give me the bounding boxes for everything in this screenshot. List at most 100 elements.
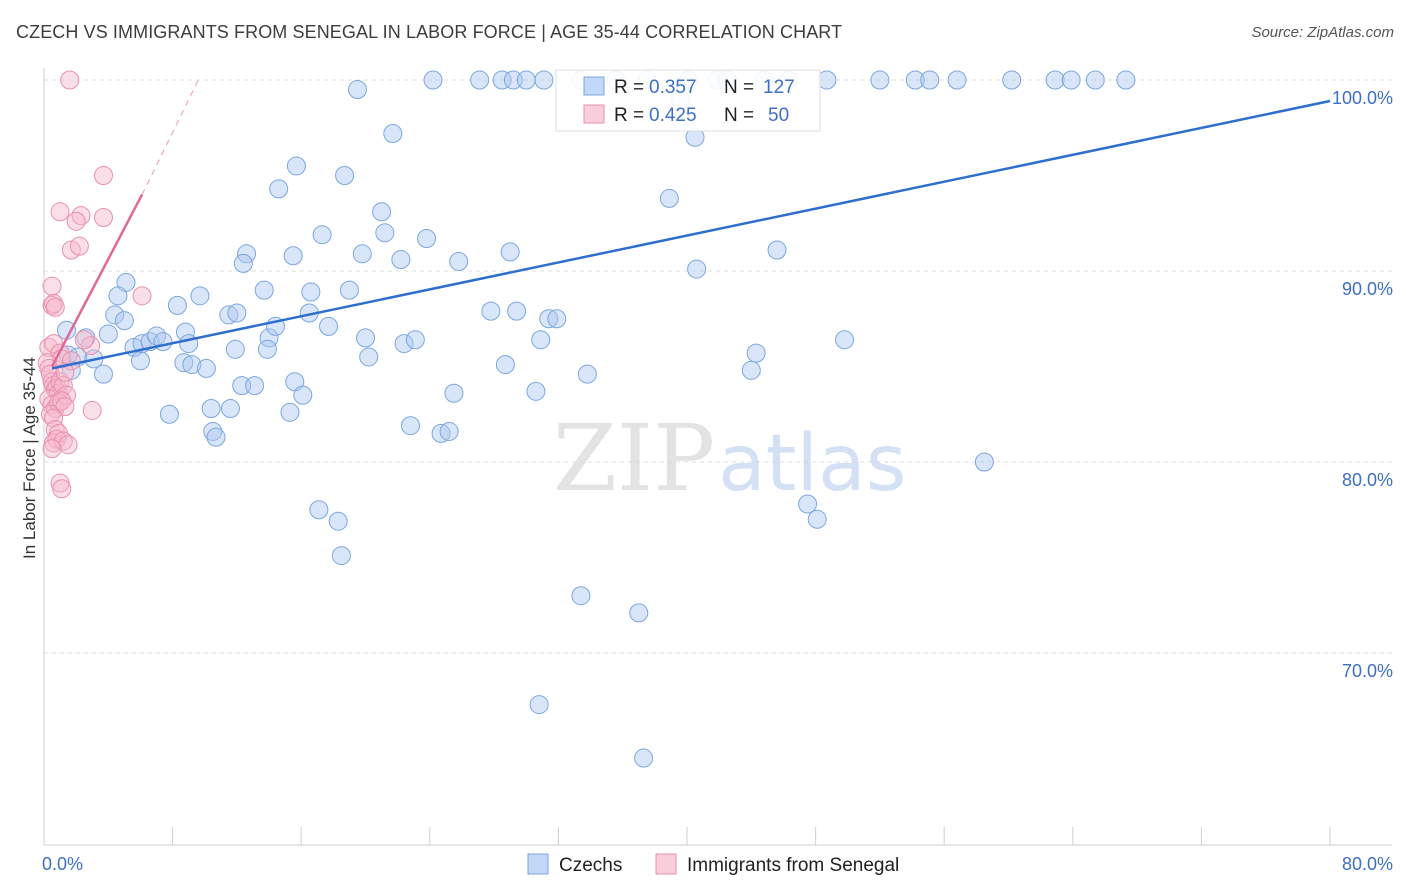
data-point	[312, 225, 332, 245]
data-point	[687, 259, 707, 279]
bottom-legend-label: Czechs	[559, 855, 622, 876]
y-tick-label: 70.0%	[1342, 661, 1393, 681]
data-point	[60, 70, 80, 90]
data-point	[66, 211, 86, 231]
data-point	[42, 276, 62, 296]
data-point	[69, 236, 89, 256]
data-point	[507, 301, 527, 321]
data-point	[47, 429, 67, 449]
data-point	[74, 330, 94, 350]
data-point	[203, 421, 223, 441]
data-point	[182, 355, 202, 375]
data-point	[42, 439, 62, 459]
bottom-legend-swatch	[527, 853, 549, 875]
chart-title: CZECH VS IMMIGRANTS FROM SENEGAL IN LABO…	[16, 22, 843, 42]
bottom-legend-swatch	[655, 853, 677, 875]
data-point	[52, 479, 72, 499]
data-point	[227, 303, 247, 323]
data-point	[132, 286, 152, 306]
data-point	[257, 339, 277, 359]
series-points	[37, 70, 1136, 768]
data-point	[1061, 70, 1081, 90]
data-point	[1002, 70, 1022, 90]
data-point	[201, 399, 221, 419]
legend-r-label: R =	[614, 105, 644, 126]
data-point	[539, 309, 559, 329]
data-point	[905, 70, 925, 90]
legend-n-value: 50	[768, 105, 789, 126]
data-point	[405, 330, 425, 350]
legend-n-value: 127	[763, 77, 795, 98]
data-point	[1085, 70, 1105, 90]
legend-n-label: N =	[724, 105, 754, 126]
trend-line-extension	[141, 79, 199, 195]
series-senegal	[37, 70, 152, 499]
data-point	[159, 404, 179, 424]
data-point	[82, 400, 102, 420]
data-point	[98, 324, 118, 344]
y-axis-label: In Labor Force | Age 35-44	[20, 357, 39, 559]
data-point	[383, 123, 403, 143]
data-point	[1116, 70, 1136, 90]
x-tick-label: 0.0%	[42, 854, 83, 874]
data-point	[108, 286, 128, 306]
data-point	[206, 427, 226, 447]
data-point	[319, 316, 339, 336]
data-point	[219, 305, 239, 325]
data-point	[153, 332, 173, 352]
y-tick-label: 80.0%	[1342, 470, 1393, 490]
data-point	[58, 435, 78, 455]
data-point	[807, 509, 827, 529]
data-point	[105, 305, 125, 325]
data-point	[52, 391, 72, 411]
legend-r-value: 0.425	[649, 105, 697, 126]
data-point	[40, 404, 60, 424]
legend-swatch	[583, 104, 605, 124]
data-point	[301, 282, 321, 302]
data-point	[481, 301, 501, 321]
data-point	[439, 421, 459, 441]
data-point	[196, 358, 216, 378]
data-point	[577, 364, 597, 384]
data-point	[372, 202, 392, 222]
data-point	[746, 343, 766, 363]
data-point	[526, 381, 546, 401]
watermark: ZIP atlas	[553, 405, 907, 512]
legend-n-label: N =	[724, 77, 754, 98]
data-point	[741, 360, 761, 380]
data-point	[920, 70, 940, 90]
data-point	[492, 70, 512, 90]
data-point	[328, 511, 348, 531]
data-point	[417, 229, 437, 249]
data-point	[516, 70, 536, 90]
gridlines	[44, 79, 1392, 654]
data-point	[225, 339, 245, 359]
data-point	[571, 586, 591, 606]
data-point	[174, 353, 194, 373]
data-point	[254, 280, 274, 300]
data-point	[352, 244, 372, 264]
data-point	[870, 70, 890, 90]
trend-line	[50, 194, 144, 368]
data-point	[233, 253, 253, 273]
y-tick-label: 90.0%	[1342, 279, 1393, 299]
data-point	[531, 330, 551, 350]
data-point	[495, 355, 515, 375]
legend-box: R = 0.357 N = 127 R = 0.425 N = 50	[555, 69, 821, 132]
data-point	[798, 494, 818, 514]
data-point	[449, 251, 469, 271]
axes	[43, 68, 1392, 846]
data-point	[359, 347, 379, 367]
data-point	[339, 280, 359, 300]
data-point	[280, 402, 300, 422]
data-point	[335, 166, 355, 185]
data-point	[634, 748, 654, 768]
data-point	[394, 334, 414, 354]
data-point	[93, 364, 113, 384]
bottom-legend-label: Immigrants from Senegal	[687, 855, 899, 876]
data-point	[130, 351, 150, 371]
trend-lines	[50, 79, 1331, 370]
data-point	[50, 202, 70, 222]
data-point	[356, 328, 375, 348]
